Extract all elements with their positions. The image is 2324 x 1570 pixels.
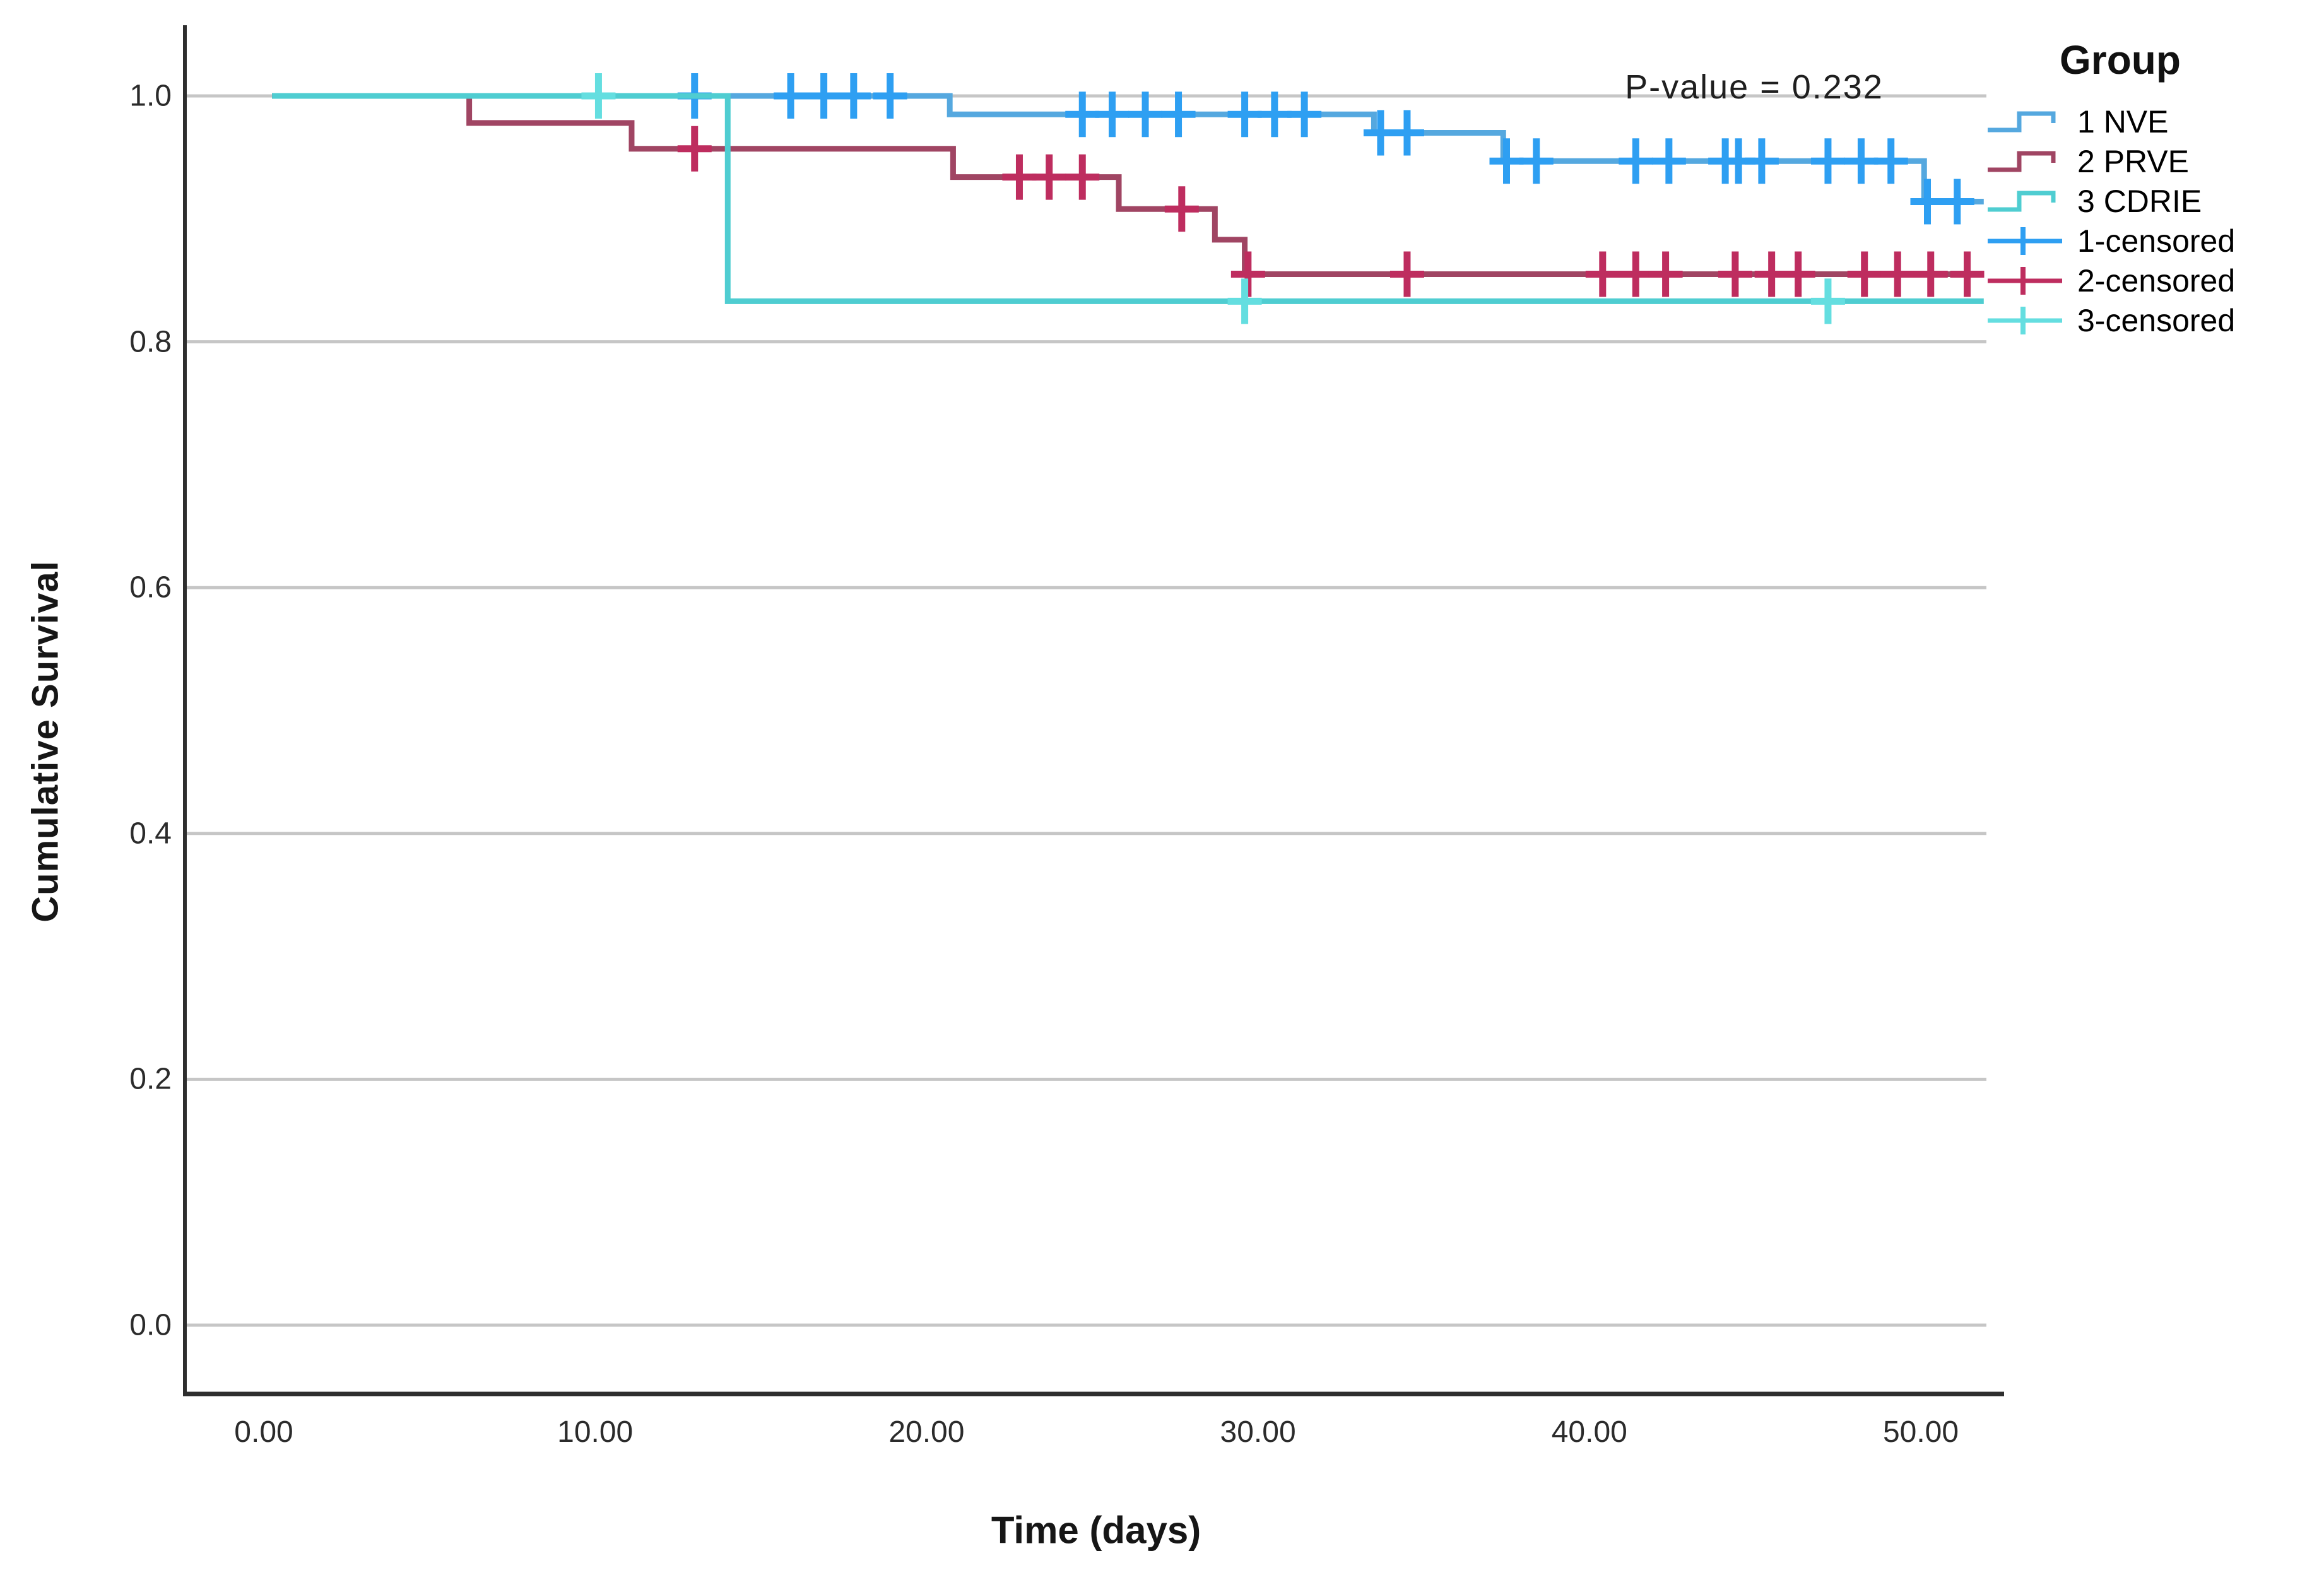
legend-entry-label: 2-censored [2077, 263, 2236, 298]
x-tick-label: 30.00 [1220, 1415, 1296, 1449]
x-tick-label: 50.00 [1882, 1415, 1959, 1449]
legend-items: 1 NVE 2 PRVE 3 CDRIE 1-censored 2-censored 3-… [1986, 104, 2324, 338]
legend-censor-glyph [1988, 307, 2062, 334]
series-line-3-CDRIE [272, 93, 1984, 304]
gridlines [185, 94, 1986, 1327]
y-tick-label: 0.8 [129, 325, 172, 359]
legend-entry-label: 1 NVE [2077, 104, 2169, 139]
y-tick-label: 0.6 [129, 570, 172, 605]
legend-entry: 1-censored [1986, 223, 2324, 259]
legend-step-line [1988, 111, 2056, 133]
legend-entry-label: 1-censored [2077, 223, 2236, 259]
legend: Group 1 NVE 2 PRVE 3 CDRIE 1-censored 2-cens… [1986, 37, 2324, 345]
x-tick-label: 40.00 [1551, 1415, 1627, 1449]
legend-entry: 1 NVE [1986, 104, 2324, 139]
survival-curves [272, 73, 1985, 324]
legend-line-glyph [1988, 191, 2056, 212]
legend-entry: 3 CDRIE [1986, 184, 2324, 219]
y-tick-label: 0.0 [129, 1308, 172, 1342]
p-value-annotation: P-value = 0.232 [1625, 68, 1884, 106]
x-tick-label: 10.00 [557, 1415, 634, 1449]
x-tick-label: 20.00 [888, 1415, 965, 1449]
legend-title: Group [2060, 37, 2181, 83]
y-tick-label: 0.4 [129, 817, 172, 851]
y-tick-label: 0.2 [129, 1062, 172, 1096]
legend-step-line [1988, 191, 2056, 212]
series-line-2-PRVE [272, 93, 1984, 277]
legend-censor-glyph [1988, 227, 2062, 255]
legend-entry: 3-censored [1986, 303, 2324, 338]
legend-entry-label: 3-censored [2077, 303, 2236, 338]
x-axis-title: Time (days) [991, 1509, 1201, 1552]
y-tick-label: 1.0 [129, 79, 172, 113]
legend-line-glyph [1988, 111, 2056, 133]
legend-entry-label: 2 PRVE [2077, 144, 2189, 179]
legend-entry: 2 PRVE [1986, 144, 2324, 179]
legend-line-glyph [1988, 151, 2056, 172]
legend-entry: 2-censored [1986, 263, 2324, 298]
legend-censor-glyph [1988, 267, 2062, 295]
x-tick-label: 0.00 [234, 1415, 293, 1449]
legend-entry-label: 3 CDRIE [2077, 184, 2202, 219]
y-axis-title: Cumulative Survival [25, 560, 66, 923]
axes [183, 25, 2004, 1396]
legend-step-line [1988, 151, 2056, 172]
